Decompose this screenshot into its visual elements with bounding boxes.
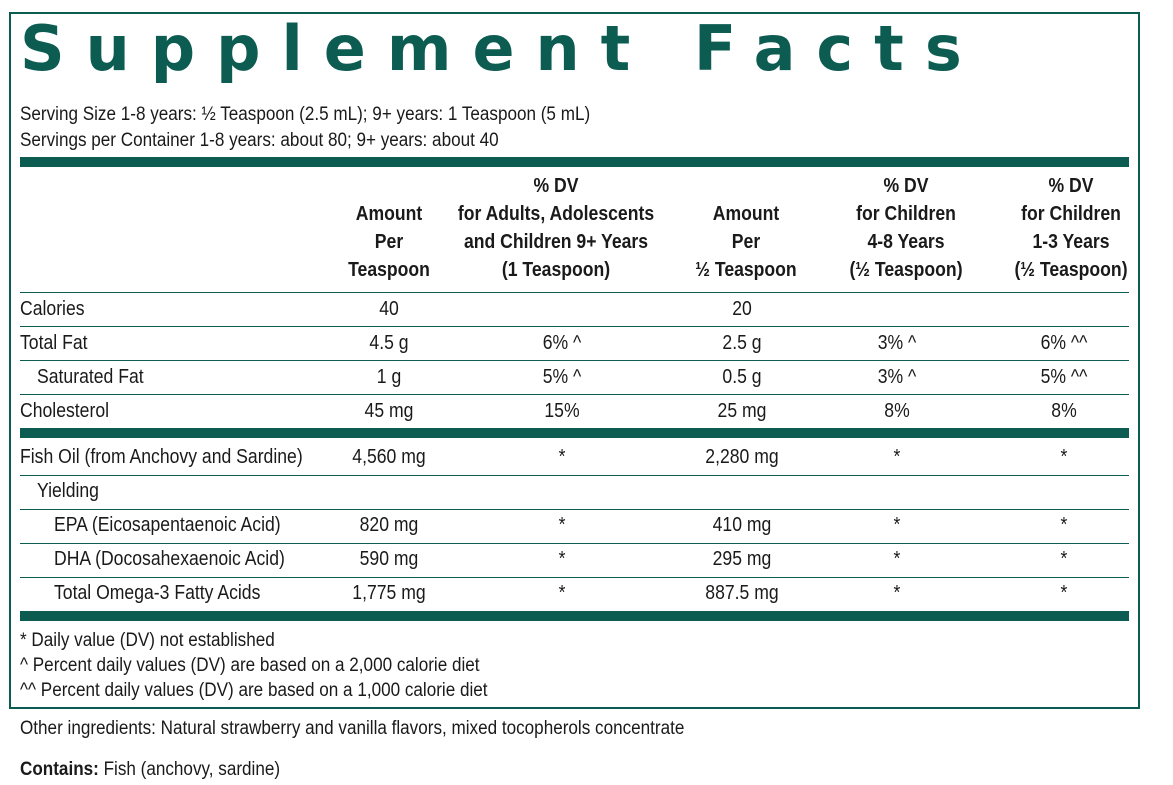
nutrient-dv2-cell: *: [893, 582, 901, 604]
footnote-1000-calorie: ^^ Percent daily values (DV) are based o…: [20, 680, 488, 701]
nutrient-amt2-cell: 20: [732, 298, 752, 320]
supplement-facts-panel: Supplement Facts Serving Size 1-8 years:…: [9, 12, 1140, 709]
nutrient-dv2-cell: *: [893, 548, 901, 570]
other-ingredients: Other ingredients: Natural strawberry an…: [20, 718, 685, 739]
header-divider-bar: [20, 157, 1129, 167]
nutrient-label: Cholesterol: [20, 400, 110, 422]
contains-label: Contains:: [20, 759, 99, 780]
row-divider: [20, 543, 1129, 544]
header-dv-adults: % DV for Adults, Adolescents and Children …: [457, 175, 655, 281]
nutrient-amt1-cell: 4,560 mg: [352, 446, 426, 468]
nutrient-dv1-cell: 5% ^: [542, 366, 582, 388]
nutrient-label: Saturated Fat: [37, 366, 144, 388]
row-divider: [20, 360, 1129, 361]
nutrient-label: Fish Oil (from Anchovy and Sardine): [20, 446, 303, 468]
nutrient-dv3-cell: 6% ^^: [1040, 332, 1088, 354]
nutrient-dv2-cell: 3% ^: [877, 332, 917, 354]
nutrient-amt2-cell: 25 mg: [717, 400, 767, 422]
header-amount-per-teaspoon: Amount Per Teaspoon: [348, 203, 430, 281]
nutrient-dv3-cell: *: [1060, 446, 1068, 468]
nutrient-dv3-cell: *: [1060, 582, 1068, 604]
row-divider: [20, 292, 1129, 293]
nutrient-dv1-cell: 6% ^: [542, 332, 582, 354]
nutrient-amt1-cell: 1,775 mg: [352, 582, 426, 604]
nutrient-dv1-cell: *: [558, 548, 566, 570]
nutrient-amt2-cell: 0.5 g: [722, 366, 762, 388]
nutrient-dv1-cell: *: [558, 514, 566, 536]
nutrient-amt2-cell: 2.5 g: [722, 332, 762, 354]
nutrient-amt1-cell: 820 mg: [359, 514, 419, 536]
nutrient-dv2-cell: *: [893, 514, 901, 536]
contains-value: Fish (anchovy, sardine): [103, 759, 281, 780]
nutrient-amt2-cell: 887.5 mg: [705, 582, 779, 604]
nutrient-dv2-cell: 8%: [884, 400, 910, 422]
header-dv-children-4-8: % DV for Children 4-8 Years (½ Teaspoon): [849, 175, 963, 281]
header-dv-children-1-3: % DV for Children 1-3 Years (½ Teaspoon): [1014, 175, 1128, 281]
nutrient-amt1-cell: 590 mg: [359, 548, 419, 570]
nutrient-label: EPA (Eicosapentaenoic Acid): [54, 514, 281, 536]
contains-statement: Contains: Fish (anchovy, sardine): [20, 759, 280, 781]
footnote-2000-calorie: ^ Percent daily values (DV) are based on…: [20, 655, 480, 676]
panel-title: Supplement Facts: [20, 12, 983, 85]
nutrient-label: Yielding: [37, 480, 99, 502]
nutrient-amt2-cell: 295 mg: [712, 548, 772, 570]
nutrient-label: Total Omega-3 Fatty Acids: [54, 582, 261, 604]
nutrient-dv3-cell: *: [1060, 514, 1068, 536]
header-amount-per-half-teaspoon: Amount Per ½ Teaspoon: [695, 203, 797, 281]
nutrient-amt1-cell: 45 mg: [364, 400, 414, 422]
row-divider: [20, 509, 1129, 510]
row-divider: [20, 577, 1129, 578]
nutrient-dv2-cell: *: [893, 446, 901, 468]
nutrient-label: Total Fat: [20, 332, 88, 354]
nutrient-dv1-cell: 15%: [544, 400, 580, 422]
nutrient-amt1-cell: 40: [379, 298, 399, 320]
nutrient-dv3-cell: 5% ^^: [1040, 366, 1088, 388]
footer-divider-bar: [20, 611, 1129, 621]
section-divider-bar: [20, 428, 1129, 438]
nutrient-dv2-cell: 3% ^: [877, 366, 917, 388]
serving-size: Serving Size 1-8 years: ½ Teaspoon (2.5 …: [20, 104, 591, 125]
servings-per-container: Servings per Container 1-8 years: about …: [20, 130, 499, 151]
row-divider: [20, 326, 1129, 327]
nutrient-dv1-cell: *: [558, 446, 566, 468]
nutrient-amt2-cell: 2,280 mg: [705, 446, 779, 468]
nutrient-dv3-cell: *: [1060, 548, 1068, 570]
footnote-not-established: * Daily value (DV) not established: [20, 630, 275, 651]
nutrient-label: Calories: [20, 298, 85, 320]
nutrient-amt1-cell: 1 g: [376, 366, 402, 388]
footnotes: * Daily value (DV) not established ^ Per…: [20, 628, 488, 703]
nutrient-dv1-cell: *: [558, 582, 566, 604]
nutrient-dv3-cell: 8%: [1051, 400, 1077, 422]
nutrient-amt1-cell: 4.5 g: [369, 332, 409, 354]
row-divider: [20, 475, 1129, 476]
nutrient-label: DHA (Docosahexaenoic Acid): [54, 548, 285, 570]
serving-info: Serving Size 1-8 years: ½ Teaspoon (2.5 …: [20, 102, 590, 154]
row-divider: [20, 394, 1129, 395]
nutrient-amt2-cell: 410 mg: [712, 514, 772, 536]
